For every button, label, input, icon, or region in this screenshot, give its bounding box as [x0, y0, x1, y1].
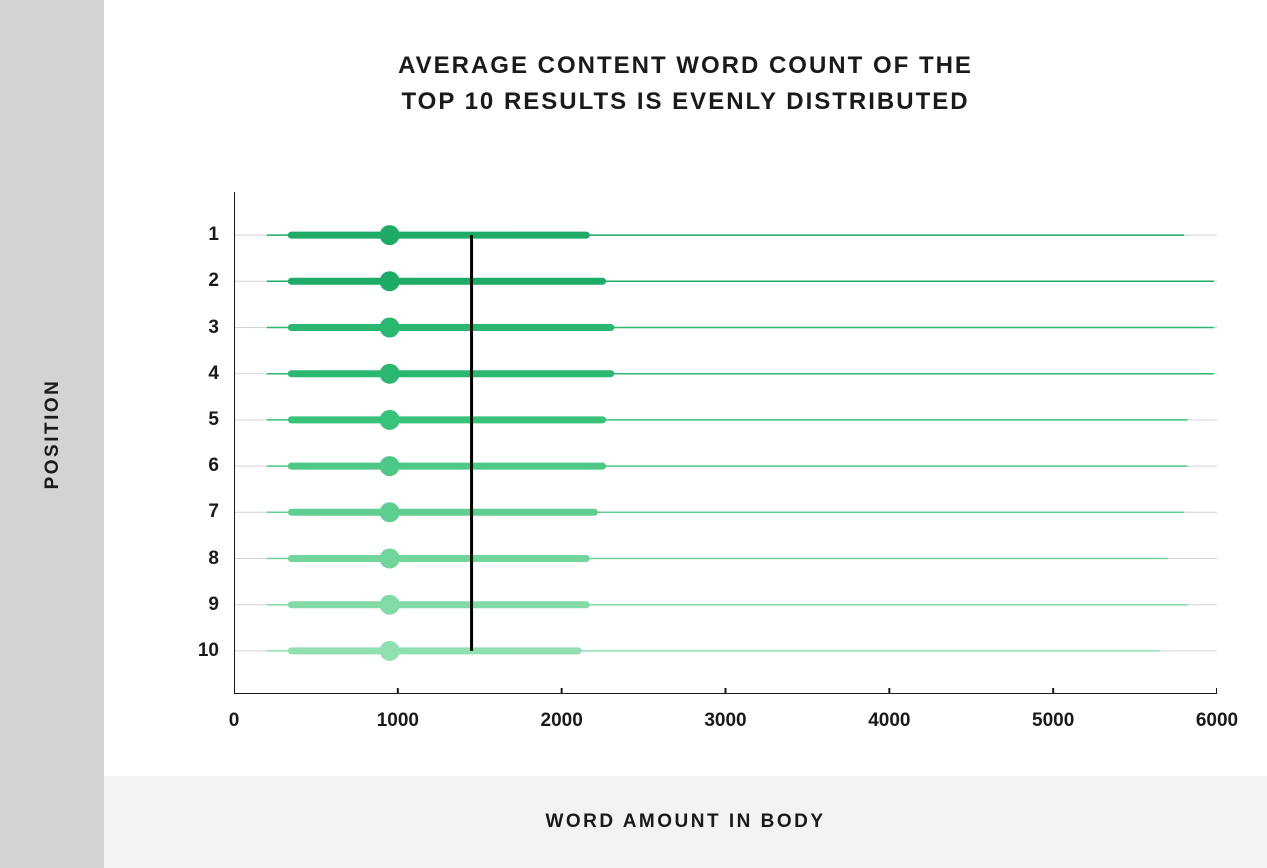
left-sidebar: POSITION: [0, 0, 104, 868]
x-tick-label: 6000: [1196, 710, 1238, 732]
chart-title: AVERAGE CONTENT WORD COUNT OF THE TOP 10…: [104, 48, 1267, 120]
chart-container: AVERAGE CONTENT WORD COUNT OF THE TOP 10…: [104, 0, 1267, 776]
x-axis-label: WORD AMOUNT IN BODY: [545, 811, 825, 833]
y-tick-label: 9: [208, 594, 219, 616]
y-tick-label: 5: [208, 409, 219, 431]
y-tick-label: 10: [198, 640, 219, 662]
y-tick-label: 7: [208, 501, 219, 523]
x-tick-label: 2000: [541, 710, 583, 732]
plot-area: 123456789100100020003000400050006000: [234, 192, 1217, 694]
y-tick-label: 1: [208, 224, 219, 246]
y-tick-label: 4: [208, 363, 219, 385]
x-tick-label: 4000: [868, 710, 910, 732]
x-tick-label: 1000: [377, 710, 419, 732]
boxplot-svg: [234, 192, 1217, 694]
y-tick-label: 2: [208, 270, 219, 292]
bottom-bar: WORD AMOUNT IN BODY: [104, 776, 1267, 868]
x-tick-label: 5000: [1032, 710, 1074, 732]
y-axis-label: POSITION: [42, 379, 64, 490]
x-tick-label: 0: [229, 710, 240, 732]
chart-title-line1: AVERAGE CONTENT WORD COUNT OF THE: [398, 52, 973, 79]
y-tick-label: 6: [208, 455, 219, 477]
y-tick-label: 3: [208, 317, 219, 339]
x-tick-label: 3000: [704, 710, 746, 732]
chart-title-line2: TOP 10 RESULTS IS EVENLY DISTRIBUTED: [401, 88, 969, 115]
y-tick-label: 8: [208, 548, 219, 570]
